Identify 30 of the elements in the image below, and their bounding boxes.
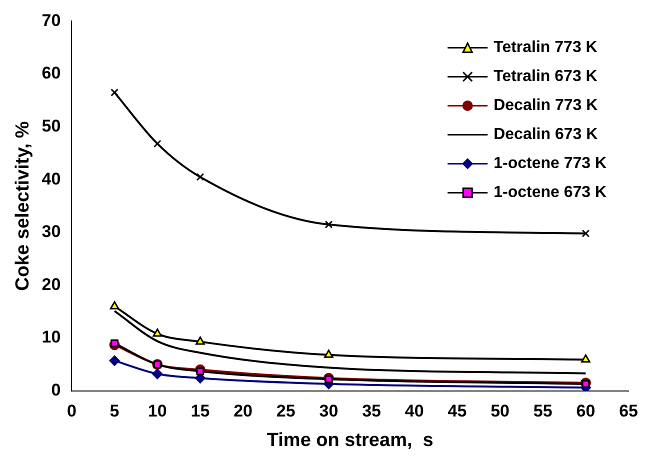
x-tick-label: 0 <box>66 402 76 421</box>
x-tick-label: 65 <box>619 402 638 421</box>
y-tick-label: 50 <box>42 116 61 136</box>
legend-label: 1-octene 773 K <box>494 155 607 172</box>
y-axis-title: Coke selectivity, % <box>12 121 34 291</box>
x-tick-label: 45 <box>448 402 467 421</box>
legend-label: 1-octene 673 K <box>494 184 607 202</box>
legend-label: Tetralin 673 K <box>494 68 598 86</box>
x-tick-label: 25 <box>276 402 296 421</box>
y-tick-label: 40 <box>42 169 61 188</box>
x-axis-title: Time on stream, s <box>266 430 434 451</box>
x-tick-label: 10 <box>148 402 167 421</box>
x-tick-label: 20 <box>234 402 253 421</box>
x-tick-label: 55 <box>533 402 552 421</box>
y-tick-label: 10 <box>42 328 61 347</box>
x-tick-label: 35 <box>362 402 382 421</box>
y-tick-label: 60 <box>42 64 61 83</box>
y-tick-label: 20 <box>42 274 61 294</box>
x-tick-label: 30 <box>319 402 338 421</box>
x-tick-label: 60 <box>576 402 596 421</box>
x-tick-label: 50 <box>490 402 510 421</box>
y-tick-label: 70 <box>42 10 61 30</box>
y-tick-label: 30 <box>42 222 61 242</box>
x-tick-label: 5 <box>110 402 120 421</box>
x-tick-label: 40 <box>404 402 424 421</box>
y-tick-label: 0 <box>51 380 61 400</box>
legend-label: Decalin 773 K <box>494 97 598 114</box>
legend-label: Tetralin 773 K <box>494 39 598 56</box>
x-tick-label: 15 <box>190 402 210 421</box>
legend-label: Decalin 673 K <box>494 126 598 144</box>
